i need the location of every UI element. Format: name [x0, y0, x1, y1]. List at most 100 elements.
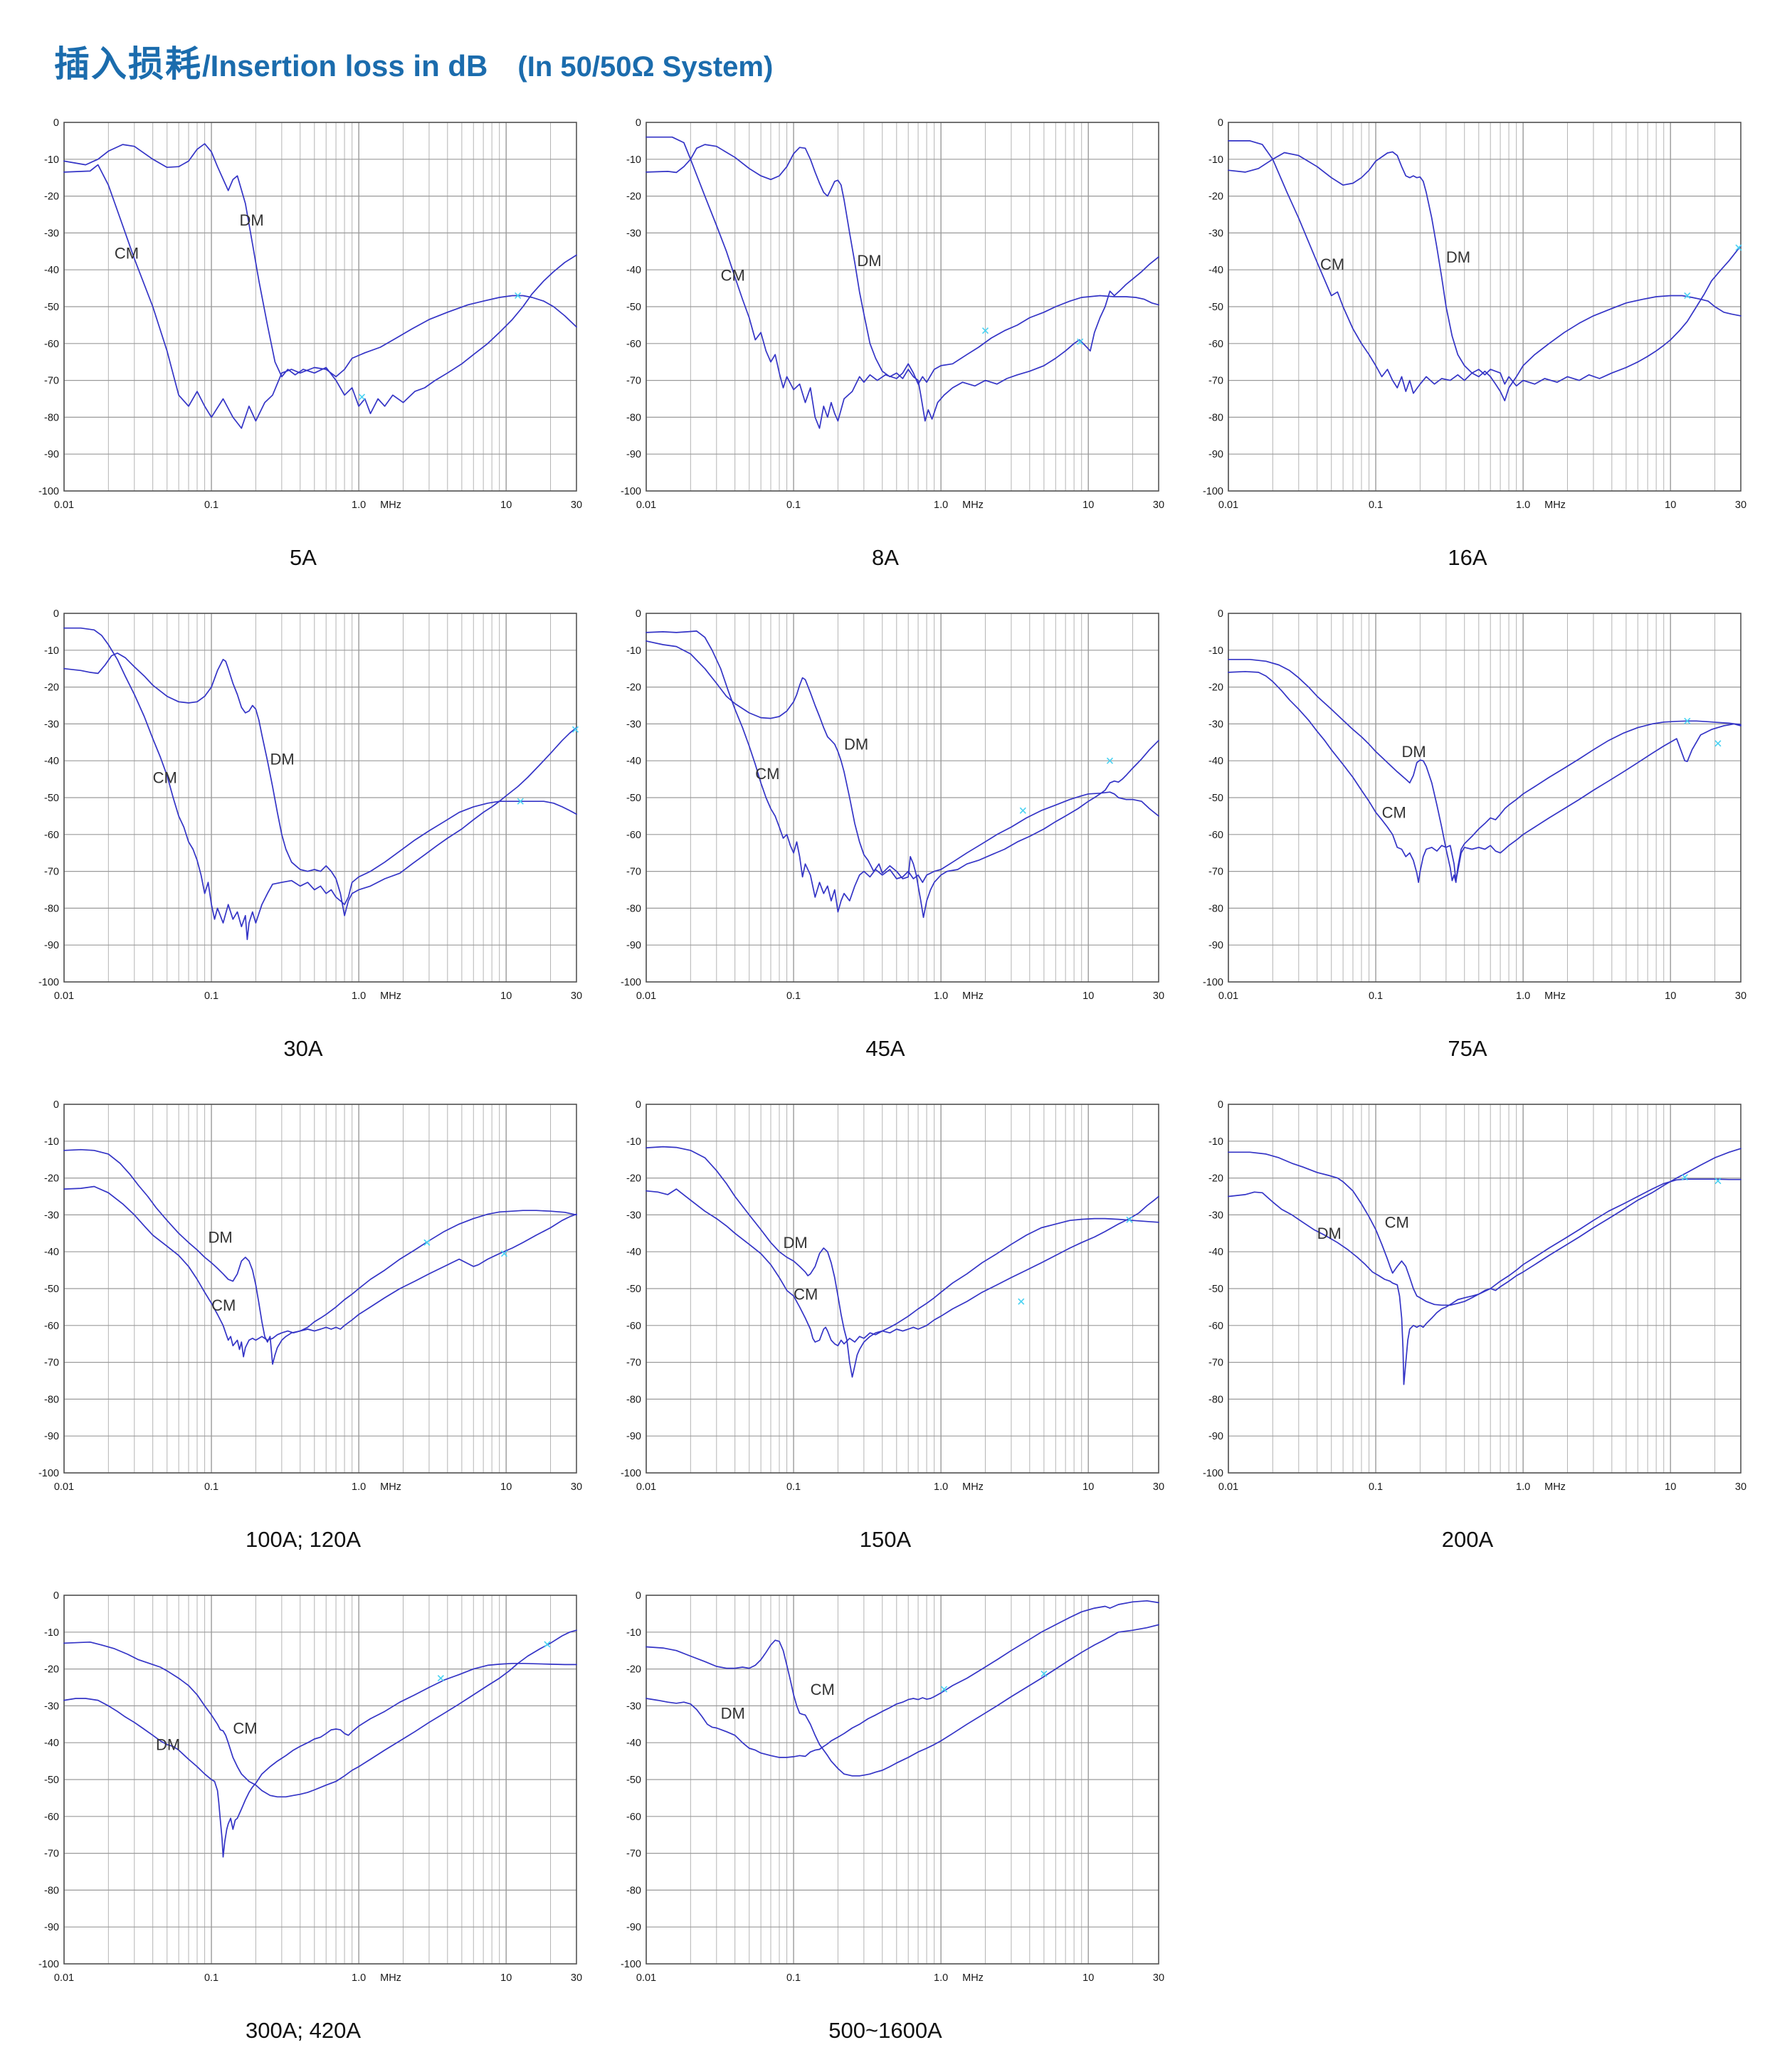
y-tick-label: -80 [44, 1394, 59, 1405]
cm-curve [63, 627, 577, 941]
y-tick-label: -80 [44, 903, 59, 914]
chart-cell-5A: 0 -10 -20 -30 -40 -50 -60 -70 -80 -90 -100 0.01 0.1 1… [19, 114, 601, 571]
x-tick-label: 10 [1665, 990, 1676, 1002]
y-tick-label: 0 [636, 117, 641, 129]
plot-frame [1228, 613, 1742, 983]
y-tick-label: -80 [1208, 412, 1223, 423]
page-title-en: /Insertion loss in dB [202, 49, 488, 83]
cursor-marker-icon [981, 327, 989, 334]
x-tick-label: 0.1 [786, 1481, 801, 1493]
y-tick-label: -70 [626, 867, 641, 878]
x-tick-label: 1.0 [352, 1972, 366, 1984]
insertion-loss-plot: 0 -10 -20 -30 -40 -50 -60 -70 -80 -90 -100 0.01 0.1 1… [621, 1099, 1164, 1493]
x-axis-unit: MHz [380, 1972, 401, 1984]
axis-tick-labels: 0 -10 -20 -30 -40 -50 -60 -70 -80 -90 -100 0.01 0.1 1… [38, 608, 582, 1002]
y-tick-label: -30 [44, 719, 59, 730]
axis-tick-labels: 0 -10 -20 -30 -40 -50 -60 -70 -80 -90 -100 0.01 0.1 1… [621, 117, 1164, 511]
cm-curve [1228, 1151, 1742, 1306]
y-tick-label: -80 [44, 1885, 59, 1896]
y-tick-label: -10 [626, 1627, 641, 1639]
y-tick-label: -10 [1208, 154, 1223, 166]
y-tick-label: -20 [626, 191, 641, 203]
x-tick-label: 0.01 [1218, 500, 1238, 511]
plot-frame [63, 613, 577, 983]
x-tick-label: 10 [500, 990, 512, 1002]
y-tick-label: -30 [626, 228, 641, 239]
plot-frame [63, 1104, 577, 1474]
cm-label: CM [211, 1296, 236, 1314]
y-tick-label: -80 [626, 1394, 641, 1405]
cm-label: CM [811, 1681, 835, 1698]
plot-frame [1228, 122, 1742, 492]
chart-caption: 150A [859, 1527, 912, 1552]
chart-cell-100A-120A: 0 -10 -20 -30 -40 -50 -60 -70 -80 -90 -100 0.01 0.1 1… [19, 1096, 601, 1553]
chart-caption: 16A [1448, 545, 1487, 570]
axis-tick-labels: 0 -10 -20 -30 -40 -50 -60 -70 -80 -90 -100 0.01 0.1 1… [621, 1590, 1164, 1984]
cursor-marker-icon [544, 1641, 551, 1648]
x-axis-unit: MHz [962, 1481, 984, 1493]
y-tick-label: -10 [626, 1136, 641, 1148]
dm-label: DM [844, 736, 868, 754]
dm-label: DM [270, 750, 294, 768]
dm-label: DM [783, 1234, 807, 1252]
chart-cell-75A: 0 -10 -20 -30 -40 -50 -60 -70 -80 -90 -100 0.01 0.1 1… [1183, 605, 1765, 1062]
x-tick-label: 0.01 [54, 500, 74, 511]
x-tick-label: 0.1 [786, 990, 801, 1002]
cursor-marker-icon [500, 1250, 508, 1257]
cursor-marker-icon [1684, 292, 1691, 300]
x-tick-label: 30 [1153, 1481, 1164, 1493]
cursor-marker-icon [1684, 717, 1691, 724]
y-tick-label: -100 [621, 486, 641, 497]
dm-curve [1228, 151, 1742, 387]
x-tick-label: 30 [1153, 1972, 1164, 1984]
x-axis-unit: MHz [962, 1972, 984, 1984]
x-tick-label: 30 [1153, 990, 1164, 1002]
grid-lines [1228, 1104, 1742, 1474]
y-tick-label: -40 [626, 1247, 641, 1258]
y-tick-label: -20 [626, 1173, 641, 1185]
y-tick-label: -80 [626, 903, 641, 914]
x-axis-unit: MHz [962, 990, 984, 1002]
cm-curve [1228, 140, 1742, 401]
x-tick-label: 10 [500, 1972, 512, 1984]
x-tick-label: 1.0 [352, 1481, 366, 1493]
plot-frame [646, 122, 1159, 492]
grid-lines [646, 613, 1159, 983]
y-tick-label: -50 [44, 1284, 59, 1295]
y-tick-label: -50 [44, 793, 59, 804]
x-tick-label: 10 [500, 1481, 512, 1493]
dm-curve [646, 1146, 1159, 1378]
plot-frame [1228, 1104, 1742, 1474]
insertion-loss-chart-grid: 0 -10 -20 -30 -40 -50 -60 -70 -80 -90 -100 0.01 0.1 1… [19, 114, 1765, 2044]
chart-cell-45A: 0 -10 -20 -30 -40 -50 -60 -70 -80 -90 -100 0.01 0.1 1… [601, 605, 1183, 1062]
y-tick-label: -60 [626, 1812, 641, 1823]
cursor-marker-icon [437, 1674, 444, 1682]
y-tick-label: -90 [626, 1922, 641, 1933]
x-tick-label: 30 [1735, 990, 1746, 1002]
y-tick-label: 0 [636, 1099, 641, 1111]
cm-label: CM [115, 245, 139, 263]
dm-label: DM [208, 1228, 232, 1246]
y-tick-label: -20 [44, 191, 59, 203]
cursor-marker-icon [940, 1686, 948, 1693]
x-axis-unit: MHz [380, 500, 401, 511]
cursor-marker-icon [517, 798, 524, 805]
cm-curve [646, 630, 1159, 913]
cursor-marker-icon [1018, 1298, 1025, 1305]
y-tick-label: -10 [626, 645, 641, 657]
dm-label: DM [1317, 1225, 1342, 1242]
chart-caption: 30A [283, 1036, 323, 1061]
grid-lines [646, 1104, 1159, 1474]
x-tick-label: 0.01 [54, 1972, 74, 1984]
y-tick-label: -70 [1208, 867, 1223, 878]
cursor-marker-icon [1126, 1216, 1133, 1223]
cursor-marker-icon [515, 292, 522, 300]
cm-label: CM [1385, 1214, 1409, 1232]
y-tick-label: -50 [1208, 302, 1223, 313]
insertion-loss-plot: 0 -10 -20 -30 -40 -50 -60 -70 -80 -90 -100 0.01 0.1 1… [1203, 1099, 1746, 1493]
x-tick-label: 0.01 [636, 990, 656, 1002]
y-tick-label: -20 [1208, 1173, 1223, 1185]
cursor-marker-icon [1077, 338, 1084, 345]
x-axis-unit: MHz [380, 990, 401, 1002]
y-tick-label: -50 [44, 1775, 59, 1786]
